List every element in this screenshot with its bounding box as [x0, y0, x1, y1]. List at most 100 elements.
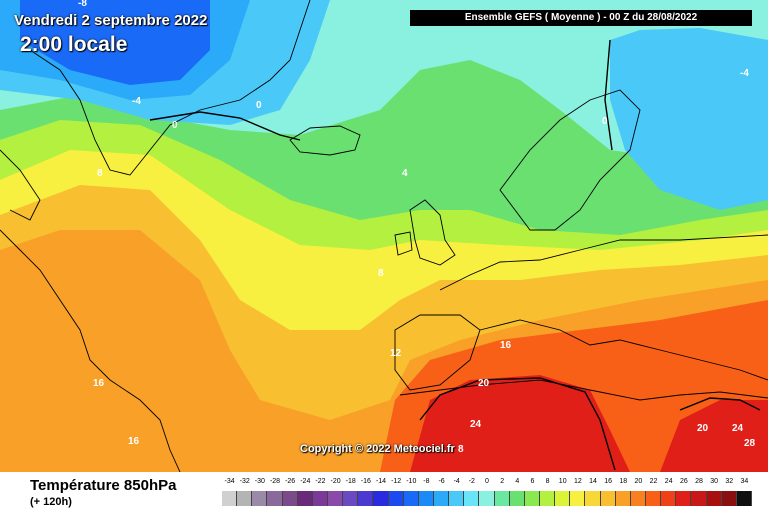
iso-label-minus4-east: -4: [740, 68, 749, 79]
legend-label: 2: [500, 478, 505, 485]
isotherm-zero-west: [149, 111, 301, 141]
iso-label-minus8: -8: [78, 0, 87, 9]
legend-swatch: [282, 491, 298, 506]
legend-swatch: [479, 491, 495, 506]
iso-label-zero-3: 0: [602, 116, 608, 127]
isotherm-zero-east: [604, 39, 613, 151]
iso-label-zero-2: 0: [172, 120, 178, 131]
legend-label: -26: [285, 478, 296, 485]
legend-swatch: [327, 491, 344, 506]
legend-swatch: [464, 491, 480, 506]
legend-label: -20: [330, 478, 341, 485]
legend-swatch: [736, 491, 752, 506]
legend-swatch: [297, 491, 313, 506]
legend-swatches: [222, 491, 752, 506]
band-very-hot-core: [410, 375, 630, 472]
legend-bar: Température 850hPa (+ 120h) -34 -32 -30 -28…: [0, 472, 768, 512]
coast-africa: [399, 379, 768, 401]
legend-label: -18: [345, 478, 356, 485]
copyright-notice: Copyright © 2022 Meteociel.fr: [300, 443, 455, 455]
legend-swatch: [615, 491, 631, 506]
legend-swatch: [570, 491, 586, 506]
legend-swatch: [222, 491, 238, 506]
legend-label: 6: [530, 478, 535, 485]
isotherm-twenty-east: [679, 397, 761, 411]
coast-scandinavia: [499, 89, 641, 231]
iso-label-sixteen-mid: 16: [500, 340, 512, 351]
legend-swatch: [706, 491, 722, 506]
legend-swatch: [600, 491, 616, 506]
legend-label: -30: [254, 478, 265, 485]
coastlines: [0, 0, 768, 472]
legend-swatch: [661, 491, 677, 506]
legend-label: -32: [239, 478, 250, 485]
iso-label-twenty-east: 20: [697, 423, 709, 434]
legend-label: 16: [604, 478, 613, 485]
iso-label-eight-west: 8: [97, 168, 103, 179]
legend-swatch: [524, 491, 540, 506]
legend-label: 8: [545, 478, 550, 485]
legend-swatch: [267, 491, 283, 506]
legend-label: -28: [269, 478, 281, 485]
legend-swatch: [676, 491, 692, 506]
legend-label: 26: [679, 478, 688, 485]
legend-swatch: [403, 491, 419, 506]
isotherms: [149, 39, 761, 471]
iso-label-sixteen-west-1: 16: [93, 378, 105, 389]
legend-swatch: [388, 491, 404, 506]
legend-swatch: [418, 491, 434, 506]
legend-swatch: [237, 491, 253, 506]
coast-north-america: [0, 229, 181, 472]
legend-swatch: [494, 491, 510, 506]
coast-baffin: [0, 149, 41, 221]
forecast-date: Vendredi 2 septembre 2022: [14, 12, 208, 29]
band-very-hot-east: [660, 400, 768, 472]
legend-swatch: [555, 491, 571, 506]
isotherm-twenty: [419, 377, 616, 471]
legend-label: -8: [423, 478, 430, 485]
color-scale-legend: -34 -32 -30 -28 -26 -24 -22 -20 -18 -16 -14 -12 -10-…: [222, 478, 752, 508]
legend-swatch: [630, 491, 646, 506]
coast-uk: [409, 199, 456, 266]
legend-swatch: [539, 491, 556, 506]
legend-label: -12: [391, 478, 402, 485]
iso-label-minus4-west: -4: [132, 96, 141, 107]
legend-label: 24: [664, 478, 673, 485]
iso-label-twentyfour-east: 24: [732, 423, 744, 434]
iso-label-eight-copyright: 8: [458, 444, 464, 455]
coast-europe: [439, 234, 768, 291]
forecast-local-time: 2:00 locale: [20, 33, 128, 56]
band-cold-northeast: [610, 28, 768, 210]
legend-label: 20: [634, 478, 643, 485]
legend-swatch: [645, 491, 662, 506]
legend-label: 4: [515, 478, 520, 485]
iso-label-twentyfour-mid: 24: [470, 419, 482, 430]
legend-label: -4: [453, 478, 460, 485]
legend-label: 28: [695, 478, 703, 485]
legend-label: -6: [438, 478, 445, 485]
iso-label-sixteen-west-2: 16: [128, 436, 140, 447]
legend-label: -16: [360, 478, 371, 485]
iso-label-twelve: 12: [390, 348, 402, 359]
iso-label-four: 4: [402, 168, 408, 179]
coast-iberia: [394, 314, 481, 391]
legend-swatch: [312, 491, 328, 506]
band-very-cold-greenland: [20, 0, 210, 85]
temperature-map: -8 -4 0 0 0 -4 4 8 8 12 16 16 16 20 24 2…: [0, 0, 768, 472]
legend-swatch: [343, 491, 359, 506]
legend-label: 12: [573, 478, 582, 485]
legend-swatch: [433, 491, 450, 506]
legend-swatch: [509, 491, 525, 506]
coast-greenland: [29, 0, 311, 176]
coast-ireland: [394, 231, 413, 256]
legend-swatch: [449, 491, 465, 506]
legend-label: -22: [315, 478, 326, 485]
legend-label: -2: [468, 478, 475, 485]
legend-label: 30: [710, 478, 719, 485]
coast-iceland: [289, 125, 361, 156]
legend-label: -10: [406, 478, 417, 485]
iso-label-twentyeight: 28: [744, 438, 756, 449]
legend-label: 22: [649, 478, 658, 485]
iso-label-twenty-mid: 20: [478, 378, 490, 389]
